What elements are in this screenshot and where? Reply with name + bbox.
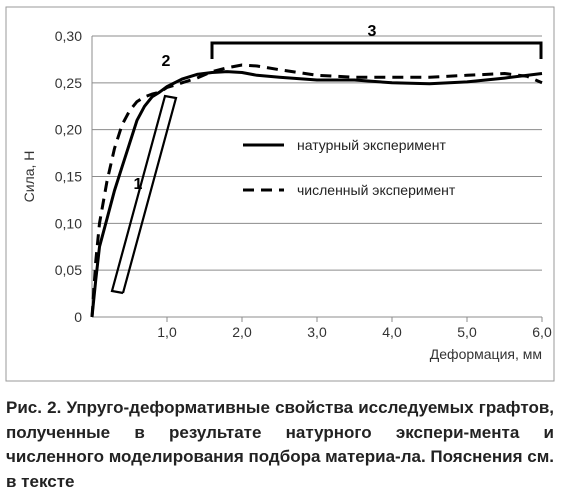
y-tick-label: 0,05 [55,262,82,278]
x-tick-label: 4,0 [382,324,402,340]
x-tick-label: 3,0 [307,324,327,340]
y-tick-label: 0,30 [55,28,82,44]
legend-label: численный эксперимент [297,182,456,198]
y-tick-label: 0 [74,309,82,325]
chart-svg: 0 0,05 0,10 0,15 0,20 0,25 0,30 1,0 2,0 3,0 4,0 5,0… [5,6,555,382]
y-tick-label: 0,25 [55,75,82,91]
x-tick-label: 1,0 [157,324,177,340]
x-tick-label: 2,0 [232,324,252,340]
annotation-3-label: 3 [368,23,377,40]
legend-label: натурный эксперимент [297,137,446,153]
y-axis-label: Сила, Н [21,151,37,203]
figure-caption: Рис. 2. Упруго-деформативные свойства ис… [6,398,555,491]
annotation-2-label: 2 [162,53,171,70]
y-tick-label: 0,10 [55,215,82,231]
y-tick-label: 0,15 [55,169,82,185]
y-tick-label: 0,20 [55,122,82,138]
annotation-3-bracket [210,41,543,59]
chart: 0 0,05 0,10 0,15 0,20 0,25 0,30 1,0 2,0 3,0 4,0 5,0… [5,6,555,382]
series-line-natural [90,70,543,318]
annotation-1-label: 1 [134,176,143,193]
chart-frame [5,6,555,382]
x-axis-label: Деформация, мм [430,346,542,362]
x-tick-label: 6,0 [532,324,552,340]
annotation-1-box [110,94,178,295]
x-tick-label: 5,0 [457,324,477,340]
series-line-numerical [90,63,543,318]
